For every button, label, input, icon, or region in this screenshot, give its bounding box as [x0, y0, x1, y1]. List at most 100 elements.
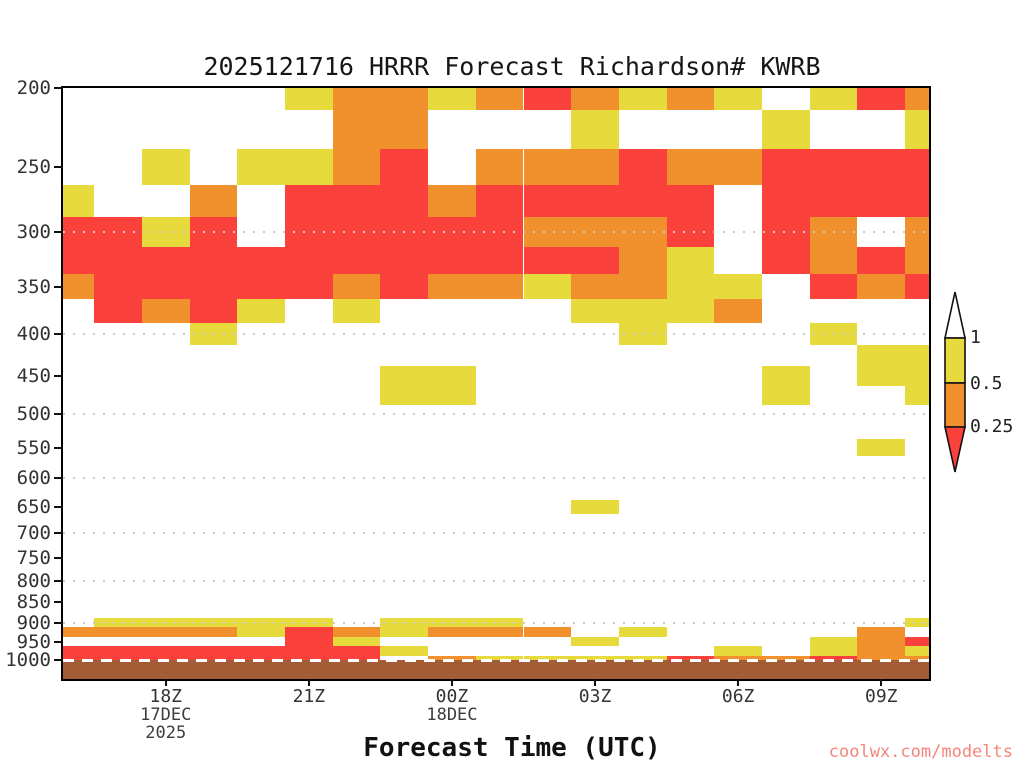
heatmap-cell [523, 88, 572, 110]
y-tick-label: 350 [16, 275, 51, 298]
heatmap-cell [905, 88, 929, 110]
heatmap-cell [762, 385, 810, 405]
heatmap-cell [618, 246, 667, 274]
heatmap-cell [571, 299, 619, 324]
heatmap-cell [237, 246, 285, 274]
heatmap-cell [428, 627, 476, 638]
heatmap-cell [857, 646, 906, 656]
heatmap-cell [189, 655, 238, 660]
heatmap-cell [618, 149, 667, 185]
heatmap-cell [94, 646, 142, 656]
colorbar-arrow-top [944, 291, 966, 339]
y-tick [54, 477, 63, 480]
heatmap-cell [523, 655, 572, 660]
gridline-600 [63, 477, 929, 480]
heatmap-cell [285, 88, 333, 110]
heatmap-cell [762, 655, 810, 660]
heatmap-cell [189, 627, 238, 638]
heatmap-cell [285, 149, 333, 185]
heatmap-cell [571, 109, 619, 150]
heatmap-cell [380, 627, 429, 638]
heatmap-cell [475, 246, 524, 274]
heatmap-cell [809, 184, 858, 217]
x-tick [450, 679, 453, 686]
heatmap-cell [285, 646, 333, 656]
heatmap-cell [237, 299, 285, 324]
y-tick-label: 750 [16, 546, 51, 569]
gridline-900 [63, 621, 929, 624]
colorbar-segment-1 [944, 337, 966, 384]
heatmap-cell [332, 149, 381, 185]
gridline-700 [63, 532, 929, 535]
heatmap-cell [63, 627, 95, 638]
heatmap-cell [237, 646, 285, 656]
heatmap-cell [666, 299, 715, 324]
heatmap-cell [141, 646, 190, 656]
heatmap-cell [237, 627, 285, 638]
heatmap-cell [571, 637, 619, 647]
heatmap-cell [237, 655, 285, 660]
heatmap-cell [571, 246, 619, 274]
y-tick [54, 333, 63, 336]
y-tick-label: 400 [16, 323, 51, 346]
heatmap-cell [237, 273, 285, 300]
heatmap-cell [666, 149, 715, 185]
x-tick-sublabel: 18DEC [426, 705, 478, 725]
heatmap-cell [141, 273, 190, 300]
gridline-800 [63, 579, 929, 582]
x-tick-sublabel: 2025 [145, 723, 187, 743]
heatmap-cell [332, 109, 381, 150]
heatmap-cell [380, 149, 429, 185]
heatmap-cell [571, 184, 619, 217]
heatmap-cell [285, 273, 333, 300]
x-tick [594, 679, 597, 686]
y-tick [54, 87, 63, 89]
x-tick-label: 06Z [721, 686, 755, 707]
heatmap-cell [189, 273, 238, 300]
heatmap-cell [762, 149, 810, 185]
heatmap-cell [905, 246, 929, 274]
chart-title: 2025121716 HRRR Forecast Richardson# KWR… [203, 52, 821, 81]
x-tick-label: 03Z [578, 686, 612, 707]
heatmap-cell [809, 149, 858, 185]
heatmap-cell [332, 646, 381, 656]
heatmap-cell [63, 246, 95, 274]
y-tick-label: 1000 [5, 649, 51, 671]
heatmap-cell [475, 655, 524, 660]
heatmap-cell [189, 184, 238, 217]
heatmap-cell [809, 646, 858, 656]
heatmap-cell [857, 366, 906, 386]
x-tick [880, 679, 883, 686]
heatmap-cell [332, 299, 381, 324]
colorbar-arrow-bottom [944, 426, 966, 473]
heatmap-cell [762, 366, 810, 386]
heatmap-cell [809, 246, 858, 274]
gridline-500 [63, 412, 929, 415]
heatmap-cell [332, 88, 381, 110]
heatmap-cell [905, 345, 929, 367]
heatmap-cell [332, 627, 381, 638]
y-tick [54, 375, 63, 378]
heatmap-cell [523, 184, 572, 217]
heatmap-cell [523, 246, 572, 274]
heatmap-cell [571, 655, 619, 660]
x-axis-title: Forecast Time (UTC) [363, 733, 661, 763]
heatmap-cell [905, 273, 929, 300]
heatmap-cell [428, 385, 476, 405]
heatmap-cell [285, 246, 333, 274]
heatmap-cell [762, 184, 810, 217]
heatmap-cell [63, 184, 95, 217]
heatmap-cell [618, 627, 667, 638]
heatmap-cell [618, 299, 667, 324]
ground-band [63, 660, 929, 679]
y-tick-label: 550 [16, 436, 51, 459]
y-tick-label: 300 [16, 221, 51, 244]
heatmap-cell [475, 273, 524, 300]
heatmap-cell [141, 299, 190, 324]
y-tick-label: 600 [16, 467, 51, 490]
heatmap-cell [94, 627, 142, 638]
heatmap-cell [380, 646, 429, 656]
x-tick-label: 18Z [149, 686, 182, 707]
heatmap-cell [475, 88, 524, 110]
